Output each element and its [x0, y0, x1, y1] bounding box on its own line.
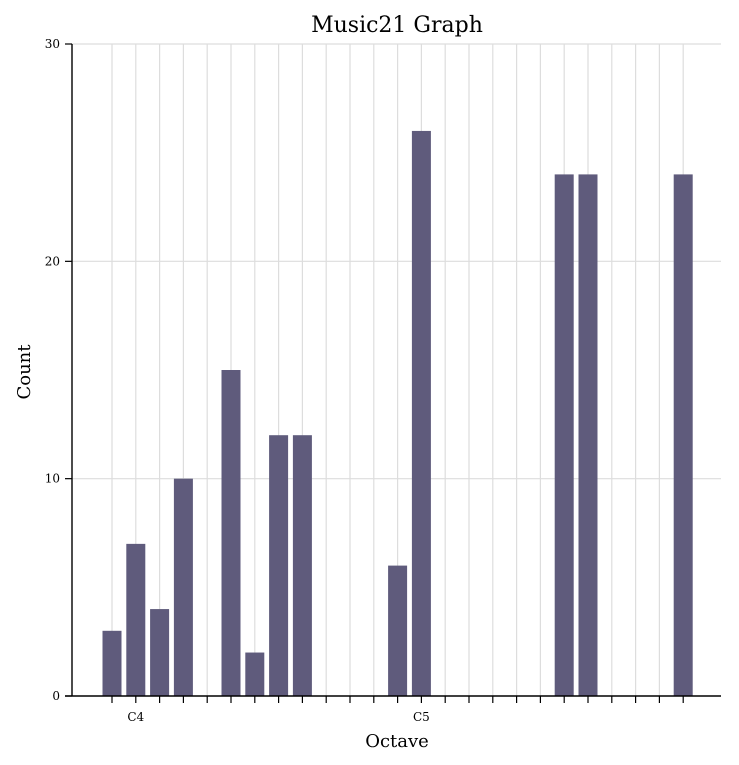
y-axis-label: Count — [14, 344, 35, 400]
bar — [411, 130, 431, 696]
bar — [269, 435, 289, 696]
bar — [673, 174, 693, 696]
bar — [554, 174, 574, 696]
bar — [173, 478, 193, 696]
y-tick-label: 20 — [45, 254, 60, 268]
x-axis-label: Octave — [365, 731, 429, 752]
bar — [221, 370, 241, 696]
ticks: 0 10 20 30 C4 C5 — [45, 37, 684, 724]
bar — [388, 565, 408, 696]
y-tick-label: 10 — [45, 472, 60, 486]
chart-title: Music21 Graph — [311, 13, 483, 38]
bar — [292, 435, 312, 696]
y-tick-label: 0 — [52, 689, 60, 703]
bars — [102, 130, 693, 696]
bar — [245, 652, 265, 696]
bar — [102, 630, 122, 696]
x-tick-label: C4 — [127, 710, 144, 724]
bar — [150, 609, 170, 696]
bar — [126, 543, 146, 696]
bar — [578, 174, 598, 696]
x-tick-label: C5 — [413, 710, 430, 724]
y-tick-label: 30 — [45, 37, 60, 51]
